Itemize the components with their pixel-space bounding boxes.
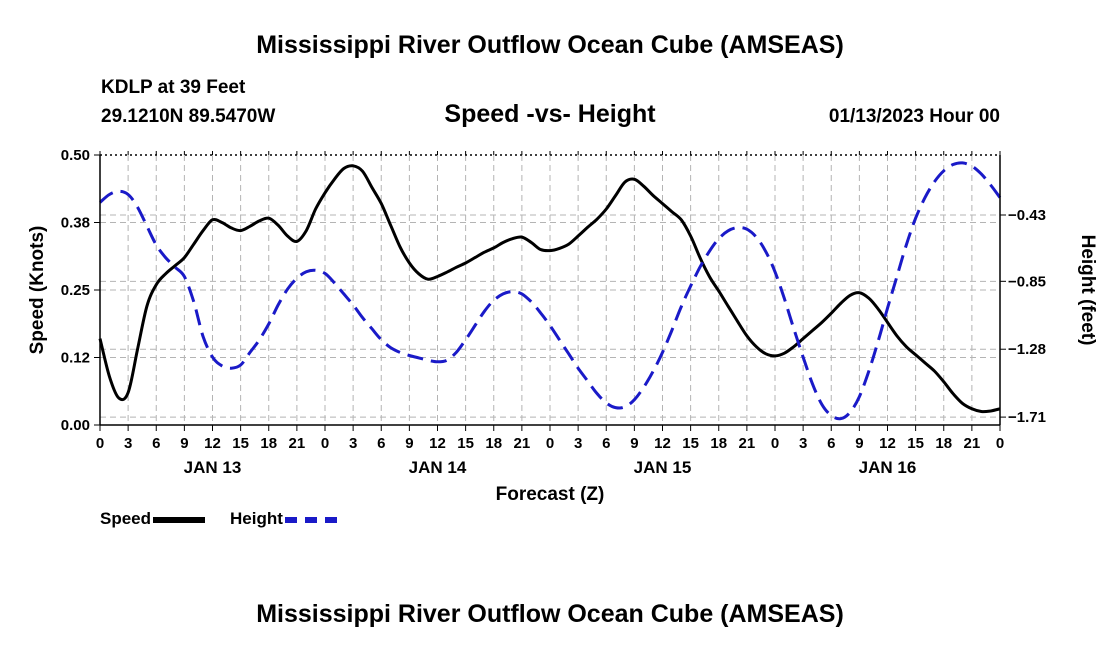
legend-speed-label: Speed — [100, 509, 152, 528]
y-tick-label: 0.12 — [61, 350, 90, 367]
legend-height-label: Height — [230, 509, 283, 528]
y-tick-label: 0.38 — [61, 215, 90, 232]
x-tick-label: 9 — [405, 435, 413, 452]
x-tick-label: 15 — [232, 435, 249, 452]
y2-tick-label: −0.43 — [1008, 207, 1046, 224]
x-tick-label: 0 — [546, 435, 554, 452]
x-tick-label: 3 — [799, 435, 807, 452]
y2-tick-label: −1.71 — [1008, 409, 1046, 426]
x-tick-label: 6 — [152, 435, 160, 452]
x-tick-label: 9 — [630, 435, 638, 452]
speed-series-line — [98, 164, 1001, 414]
station-label: KDLP at 39 Feet — [101, 77, 246, 98]
coordinates-label: 29.1210N 89.5470W — [101, 106, 276, 127]
axis-ticks: 0 3 6 9 12 15 18 21 0 3 6 9 12 15 18 21 0 3 6 9 12 15 18 21 0 3 6 9… — [61, 147, 1046, 477]
x-tick-label: 18 — [935, 435, 952, 452]
x-tick-label: 12 — [654, 435, 671, 452]
forecast-datetime: 01/13/2023 Hour 00 — [828, 106, 1000, 127]
bottom-title: Mississippi River Outflow Ocean Cube (AM… — [256, 600, 844, 628]
x-tick-label: 0 — [771, 435, 779, 452]
x-tick-label: 18 — [485, 435, 502, 452]
x-tick-label: 15 — [682, 435, 699, 452]
y2-axis-label: Height (feet) — [1077, 235, 1098, 346]
x-tick-label: 0 — [96, 435, 104, 452]
x-tick-label: 3 — [574, 435, 582, 452]
y-tick-label: 0.50 — [61, 147, 90, 164]
legend-height: Height — [230, 509, 337, 529]
x-tick-label: 12 — [204, 435, 221, 452]
grid-lines — [100, 155, 1000, 425]
x-tick-label: 6 — [827, 435, 835, 452]
x-tick-label: 12 — [429, 435, 446, 452]
chart-subtitle: Speed -vs- Height — [444, 100, 656, 128]
x-tick-label: 21 — [514, 435, 531, 452]
y-tick-label: 0.25 — [61, 282, 90, 299]
x-tick-label: 9 — [180, 435, 188, 452]
x-tick-label: 21 — [739, 435, 756, 452]
height-series-line — [99, 161, 1002, 421]
legend-speed: Speed — [100, 509, 206, 529]
y-axis-label: Speed (Knots) — [27, 226, 48, 355]
x-tick-label: 18 — [710, 435, 727, 452]
x-tick-label: 21 — [964, 435, 981, 452]
x-tick-label: 0 — [321, 435, 329, 452]
plot-frame — [99, 154, 1001, 426]
x-tick-label: 15 — [457, 435, 474, 452]
y-tick-label: 0.00 — [61, 417, 90, 434]
x-tick-label: 6 — [377, 435, 385, 452]
x-tick-label: 18 — [260, 435, 277, 452]
x-tick-label: 0 — [996, 435, 1004, 452]
x-tick-label: 6 — [602, 435, 610, 452]
x-tick-label: 3 — [349, 435, 357, 452]
x-day-label: JAN 13 — [184, 458, 242, 477]
y2-tick-label: −0.85 — [1008, 273, 1046, 290]
series-lines — [98, 161, 1002, 421]
x-tick-label: 21 — [289, 435, 306, 452]
x-axis-label: Forecast (Z) — [496, 484, 605, 505]
x-tick-label: 9 — [855, 435, 863, 452]
x-tick-label: 3 — [124, 435, 132, 452]
y2-tick-label: −1.28 — [1008, 341, 1046, 358]
chart-main-title: Mississippi River Outflow Ocean Cube (AM… — [256, 31, 844, 59]
x-day-label: JAN 15 — [634, 458, 692, 477]
x-day-label: JAN 16 — [859, 458, 917, 477]
x-day-label: JAN 14 — [409, 458, 467, 477]
x-tick-label: 15 — [907, 435, 924, 452]
legend-height-swatch — [284, 516, 337, 523]
legend-speed-swatch — [153, 516, 206, 523]
x-tick-label: 12 — [879, 435, 896, 452]
